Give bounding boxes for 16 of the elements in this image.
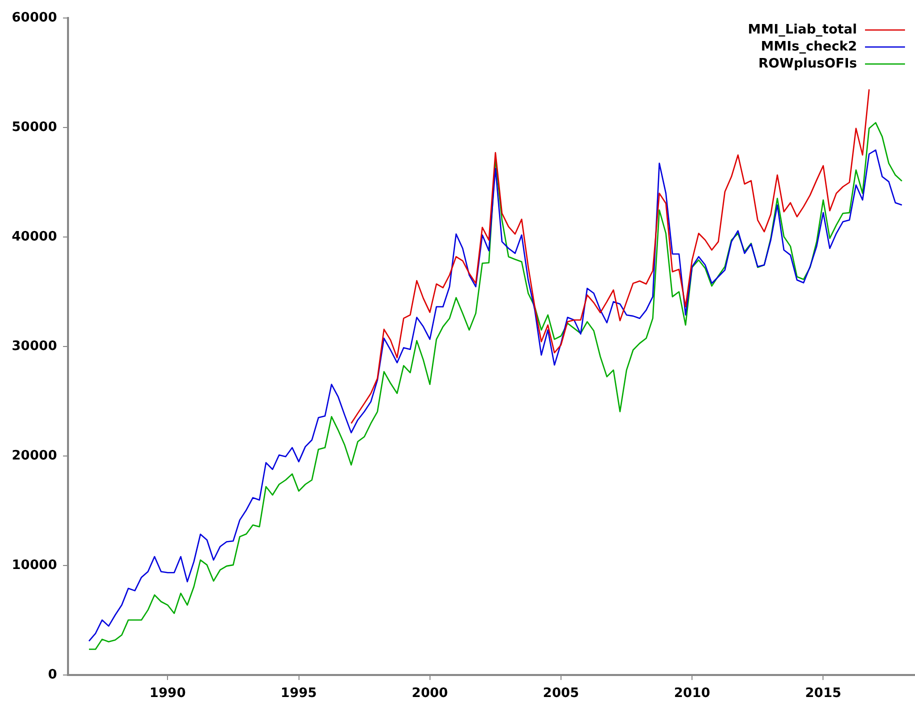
x-tick-label: 1995	[280, 686, 317, 702]
y-tick-label: 40000	[12, 229, 57, 244]
y-tick-label: 60000	[12, 10, 57, 26]
x-tick-label: 2015	[805, 686, 842, 702]
y-tick-label: 0	[48, 667, 57, 682]
y-tick-label: 10000	[12, 558, 57, 573]
x-tick-label: 2005	[542, 686, 580, 702]
x-tick-label: 1990	[150, 686, 186, 702]
x-tick-label: 2000	[412, 686, 448, 702]
legend-label: MMI_Liab_total	[748, 22, 857, 38]
legend-label: MMIs_check2	[760, 39, 857, 54]
legend-label: ROWplusOFIs	[758, 56, 858, 72]
x-tick-label: 2010	[674, 686, 710, 702]
y-tick-label: 50000	[12, 120, 57, 135]
y-tick-label: 20000	[12, 448, 57, 464]
y-tick-label: 30000	[12, 338, 57, 354]
